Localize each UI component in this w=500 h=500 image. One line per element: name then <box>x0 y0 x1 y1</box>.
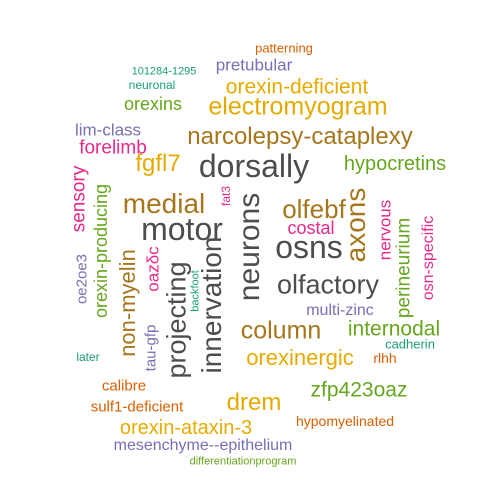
word-neuronal: neuronal <box>128 78 176 92</box>
word-orexins: orexins <box>123 94 183 114</box>
word-oe2oe3: oe2oe3 <box>73 253 91 305</box>
word-nervous: nervous <box>375 199 395 261</box>
word-patterning: patterning <box>255 40 313 56</box>
word-medial: medial <box>122 188 206 219</box>
word-drem: drem <box>226 389 282 416</box>
word-orexinergic: orexinergic <box>246 345 354 370</box>
word-osns: osns <box>275 229 343 265</box>
word-fat3: fat3 <box>219 185 233 207</box>
word-orexin-ataxin-3: orexin-ataxin-3 <box>119 417 253 439</box>
word-cadherin: cadherin <box>385 336 435 352</box>
word-perineurium: perineurium <box>393 217 415 319</box>
word-dorsally: dorsally <box>198 148 310 184</box>
word-neurons: neurons <box>233 192 266 302</box>
word-mesenchyme-epithelium: mesenchyme--epithelium <box>113 437 293 454</box>
word-internodal: internodal <box>347 317 441 341</box>
word-later: later <box>76 350 100 364</box>
word-101284-1295: 101284-1295 <box>131 65 197 78</box>
word-tau-gfp: tau-gfp <box>142 324 160 372</box>
word-rlhh: rlhh <box>373 350 397 366</box>
word-axons: axons <box>340 187 371 263</box>
word-osn-specific: osn-specific <box>420 215 437 301</box>
word-backfoot: backfoot <box>189 270 202 312</box>
word-projecting: projecting <box>161 261 192 379</box>
word-lim-class: lim-class <box>74 120 142 140</box>
word-olfebf: olfebf <box>282 194 346 224</box>
word-sulf1-deficient: sulf1-deficient <box>90 398 184 416</box>
word-electromyogram: electromyogram <box>208 92 388 121</box>
word-sensory: sensory <box>68 165 90 233</box>
word-motor: motor <box>141 211 223 247</box>
word-multi-zinc: multi-zinc <box>306 302 374 319</box>
word-forelimb: forelimb <box>79 137 147 159</box>
word-column: column <box>240 316 322 345</box>
word-olfactory: olfactory <box>276 269 380 300</box>
word-innervation: innervation <box>196 236 227 374</box>
word-fgfl7: fgfl7 <box>135 150 181 177</box>
word-pretubular: pretubular <box>215 55 293 75</box>
word-orexin-deficient: orexin-deficient <box>225 75 369 99</box>
word-hypomyelinated: hypomyelinated <box>295 413 395 429</box>
word-costal: costal <box>287 218 335 238</box>
word-hypocretins: hypocretins <box>343 153 447 175</box>
word-calibre: calibre <box>101 377 147 395</box>
word-differentiationprogram: differentiationprogram <box>189 455 297 468</box>
word-narcolepsy-cataplexy: narcolepsy-cataplexy <box>187 123 413 150</box>
word-non-myelin: non-myelin <box>115 249 140 357</box>
word-zfp423oaz: zfp423oaz <box>310 378 408 402</box>
word-oazδc: oazδc <box>143 246 163 292</box>
word-orexin-producing: orexin-producing <box>91 183 111 319</box>
